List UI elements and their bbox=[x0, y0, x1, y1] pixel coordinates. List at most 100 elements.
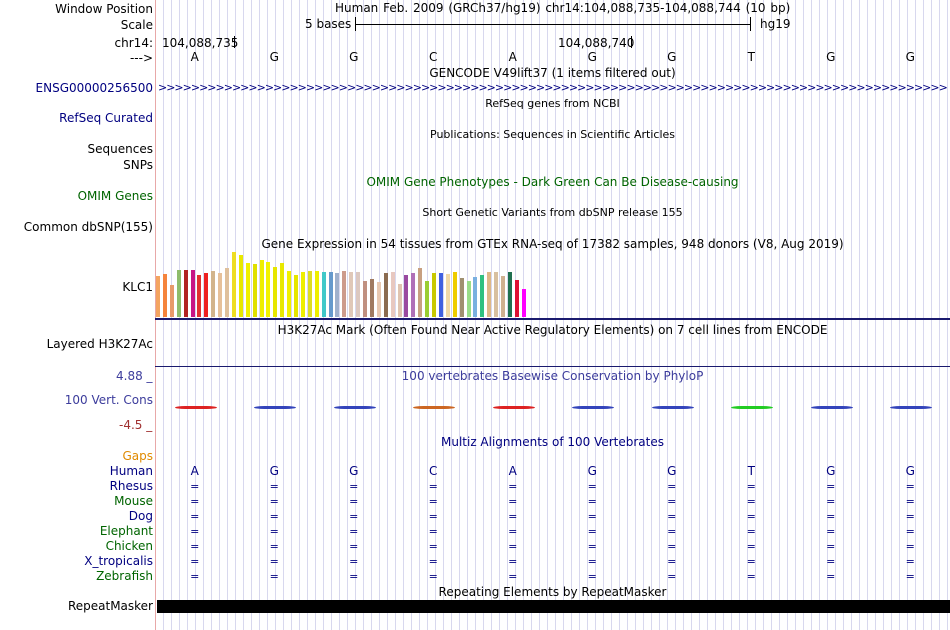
gtex-tissue-bar[interactable] bbox=[321, 272, 326, 317]
gridline bbox=[459, 0, 460, 630]
gtex-tissue-bar[interactable] bbox=[211, 271, 216, 317]
publications-label[interactable]: Sequences bbox=[87, 142, 153, 156]
gtex-tissue-bar[interactable] bbox=[369, 279, 374, 317]
gtex-track-title[interactable]: Gene Expression in 54 tissues from GTEx … bbox=[261, 237, 844, 251]
gtex-tissue-bar[interactable] bbox=[445, 274, 450, 317]
gtex-tissue-bar[interactable] bbox=[466, 281, 471, 317]
gtex-tissue-bar[interactable] bbox=[204, 273, 209, 317]
sequence-base: G bbox=[905, 50, 915, 64]
gtex-tissue-bar[interactable] bbox=[514, 280, 519, 317]
gtex-tissue-bar[interactable] bbox=[169, 285, 174, 317]
gtex-tissue-bar[interactable] bbox=[349, 272, 354, 317]
multiz-species-label[interactable]: Rhesus bbox=[109, 479, 153, 493]
gtex-tissue-bar[interactable] bbox=[245, 263, 250, 317]
gtex-tissue-bar[interactable] bbox=[307, 271, 312, 317]
gtex-tissue-bar[interactable] bbox=[238, 255, 243, 317]
gtex-tissue-bar[interactable] bbox=[411, 273, 416, 317]
conservation-label[interactable]: 100 Vert. Cons bbox=[64, 393, 153, 407]
gtex-tissue-bar[interactable] bbox=[287, 271, 292, 317]
refseq-label[interactable]: RefSeq Curated bbox=[59, 111, 153, 125]
h3k27ac-label[interactable]: Layered H3K27Ac bbox=[46, 337, 153, 351]
gtex-tissue-bar[interactable] bbox=[473, 277, 478, 317]
gtex-tissue-bar[interactable] bbox=[356, 272, 361, 317]
gtex-tissue-bar[interactable] bbox=[494, 272, 499, 317]
multiz-species-label[interactable]: Mouse bbox=[114, 494, 153, 508]
gtex-tissue-bar[interactable] bbox=[266, 262, 271, 317]
gtex-tissue-bar[interactable] bbox=[480, 275, 485, 317]
omim-label[interactable]: OMIM Genes bbox=[77, 189, 153, 203]
snps-label[interactable]: SNPs bbox=[123, 158, 153, 172]
gridline bbox=[763, 0, 764, 630]
gtex-tissue-bar[interactable] bbox=[183, 270, 188, 317]
gridline bbox=[395, 0, 396, 630]
gencode-gene-feature[interactable]: >>>>>>>>>>>>>>>>>>>>>>>>>>>>>>>>>>>>>>>>… bbox=[158, 81, 948, 94]
refseq-track-title[interactable]: RefSeq genes from NCBI bbox=[485, 97, 620, 110]
gtex-tissue-bar[interactable] bbox=[259, 260, 264, 317]
gtex-tissue-bar[interactable] bbox=[176, 270, 181, 317]
gtex-tissue-bar[interactable] bbox=[218, 273, 223, 317]
gtex-tissue-bar[interactable] bbox=[425, 281, 430, 317]
gtex-gene-label[interactable]: KLC1 bbox=[122, 280, 153, 294]
gtex-tissue-bar[interactable] bbox=[404, 275, 409, 317]
repeatmasker-track-title[interactable]: Repeating Elements by RepeatMasker bbox=[438, 585, 667, 599]
gtex-tissue-bar[interactable] bbox=[156, 276, 160, 317]
multiz-species-label[interactable]: Dog bbox=[128, 509, 153, 523]
gtex-tissue-bar[interactable] bbox=[487, 272, 492, 317]
gtex-tissue-bar[interactable] bbox=[363, 281, 367, 317]
gridline bbox=[339, 0, 340, 630]
multiz-species-label[interactable]: Chicken bbox=[105, 539, 153, 553]
multiz-species-label[interactable]: Elephant bbox=[99, 524, 153, 538]
publications-track-title[interactable]: Publications: Sequences in Scientific Ar… bbox=[430, 128, 675, 141]
gtex-tissue-bar[interactable] bbox=[432, 273, 436, 317]
gtex-tissue-bar[interactable] bbox=[459, 278, 464, 317]
gtex-tissue-bar[interactable] bbox=[190, 270, 195, 317]
omim-track-title[interactable]: OMIM Gene Phenotypes - Dark Green Can Be… bbox=[366, 175, 739, 189]
gtex-tissue-bar[interactable] bbox=[452, 272, 457, 317]
gtex-tissue-bar[interactable] bbox=[197, 275, 202, 317]
gridline bbox=[547, 0, 548, 630]
gencode-track-title[interactable]: GENCODE V49lift37 (1 items filtered out) bbox=[429, 66, 676, 80]
gtex-tissue-bar[interactable] bbox=[328, 272, 333, 317]
assembly-label: hg19 bbox=[760, 17, 791, 31]
dbsnp-track-title[interactable]: Short Genetic Variants from dbSNP releas… bbox=[422, 206, 683, 219]
multiz-gaps-label[interactable]: Gaps bbox=[122, 449, 153, 463]
gridline bbox=[819, 0, 820, 630]
gtex-tissue-bar[interactable] bbox=[225, 268, 229, 317]
gtex-tissue-bar[interactable] bbox=[501, 276, 505, 317]
multiz-species-label[interactable]: X_tropicalis bbox=[84, 554, 153, 568]
gtex-tissue-bar[interactable] bbox=[231, 252, 236, 317]
gridline bbox=[619, 0, 620, 630]
gtex-tissue-bar[interactable] bbox=[438, 273, 443, 317]
gtex-tissue-bar[interactable] bbox=[280, 263, 285, 317]
gtex-tissue-bar[interactable] bbox=[383, 273, 388, 317]
gtex-tissue-bar[interactable] bbox=[521, 289, 526, 317]
multiz-species-label[interactable]: Human bbox=[109, 464, 153, 478]
gtex-tissue-bar[interactable] bbox=[418, 268, 423, 317]
multiz-track-title[interactable]: Multiz Alignments of 100 Vertebrates bbox=[440, 435, 665, 449]
gtex-tissue-bar[interactable] bbox=[314, 271, 319, 317]
gtex-tissue-bar[interactable] bbox=[390, 272, 395, 317]
multiz-match: = bbox=[190, 495, 200, 508]
multiz-species-label[interactable]: Zebrafish bbox=[96, 569, 153, 583]
gtex-tissue-bar[interactable] bbox=[162, 274, 167, 317]
multiz-match: = bbox=[508, 480, 518, 493]
gtex-tissue-bar[interactable] bbox=[376, 282, 381, 317]
gridline bbox=[907, 0, 908, 630]
gtex-tissue-bar[interactable] bbox=[252, 264, 257, 317]
multiz-match: = bbox=[428, 480, 438, 493]
gtex-tissue-bar[interactable] bbox=[342, 271, 347, 317]
repeatmasker-label[interactable]: RepeatMasker bbox=[67, 599, 153, 613]
gtex-tissue-bar[interactable] bbox=[273, 267, 278, 317]
h3k27ac-track-title[interactable]: H3K27Ac Mark (Often Found Near Active Re… bbox=[277, 323, 828, 337]
gencode-gene-label[interactable]: ENSG00000256500 bbox=[35, 81, 153, 95]
gtex-tissue-bar[interactable] bbox=[507, 272, 512, 317]
gtex-tissue-bar[interactable] bbox=[397, 284, 402, 317]
gtex-tissue-bar[interactable] bbox=[294, 275, 298, 317]
gtex-tissue-bar[interactable] bbox=[300, 272, 305, 317]
conservation-track-title[interactable]: 100 vertebrates Basewise Conservation by… bbox=[401, 369, 704, 383]
multiz-match: = bbox=[269, 510, 279, 523]
gtex-tissue-bar[interactable] bbox=[335, 273, 340, 317]
gridline bbox=[859, 0, 860, 630]
repeatmasker-feature[interactable] bbox=[157, 600, 950, 613]
dbsnp-label[interactable]: Common dbSNP(155) bbox=[23, 220, 153, 234]
